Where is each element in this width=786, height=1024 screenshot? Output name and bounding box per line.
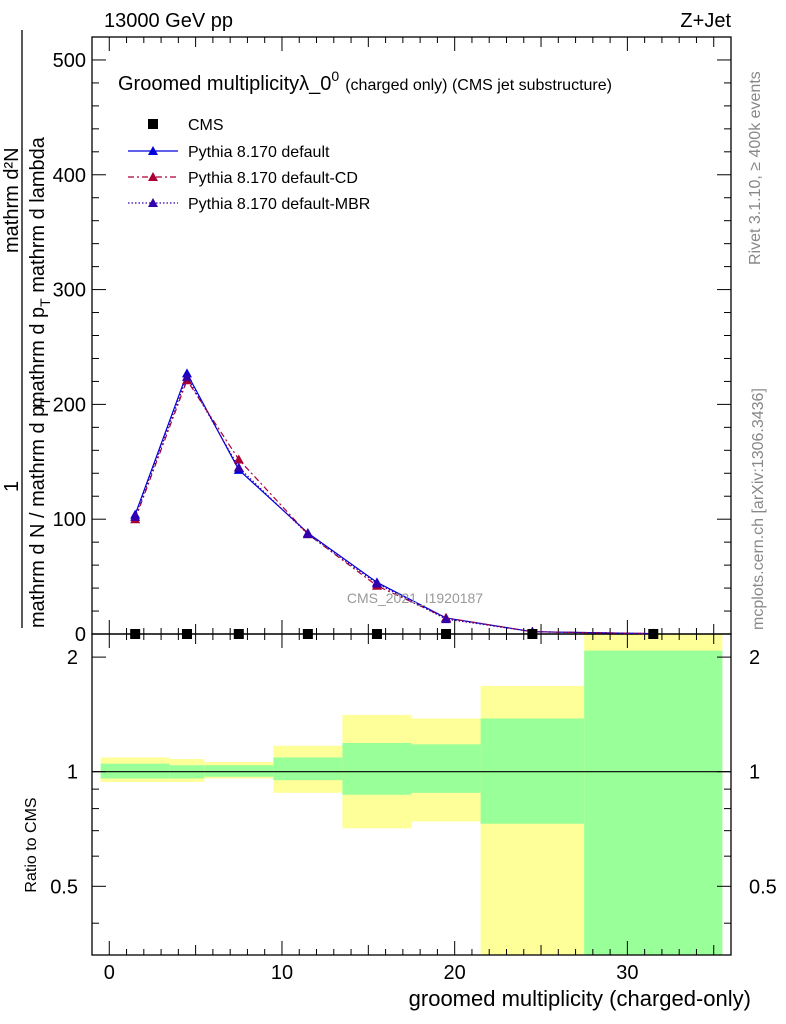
- cms-data-point: [302, 629, 313, 639]
- series-mbr-line: [134, 375, 654, 635]
- ylabel-den-text: mathrm d N / mathrm d p: [27, 406, 49, 628]
- x-axis-label: groomed multiplicity (charged-only): [409, 986, 751, 1011]
- top-ytick-label: 400: [53, 165, 86, 187]
- xtick-label: 10: [271, 962, 293, 984]
- ylabel-num-den: mathrm d pT mathrm d lambda: [27, 136, 53, 408]
- band-inner-2: [204, 765, 274, 777]
- cms-data-point: [181, 629, 192, 639]
- series-layer: [130, 368, 659, 639]
- top-ytick-label: 200: [53, 394, 86, 416]
- series-mbr-marker: [441, 614, 452, 624]
- top-ytick-label: 0: [75, 624, 86, 646]
- series-mbr-marker: [181, 371, 192, 381]
- ratio-ylabel: Ratio to CMS: [23, 797, 40, 892]
- channel-label: Z+Jet: [680, 10, 731, 32]
- ratio-axes: 0.5 0.51 12 20 10 20 30: [50, 633, 777, 984]
- legend: CMS Pythia 8.170 default Pythia 8.170 defa…: [128, 117, 370, 213]
- band-inner-4: [342, 742, 412, 795]
- series-mbr-marker: [371, 578, 382, 588]
- process-label: 13000 GeV pp: [104, 10, 233, 32]
- band-inner-5: [411, 744, 481, 793]
- ratio-ytick-label-right: 0.5: [749, 876, 777, 898]
- ylabel-num: mathrm d²N: [1, 147, 23, 253]
- ylabel-num-den-tail: mathrm d lambda: [27, 136, 49, 298]
- legend-marker-1: [148, 146, 158, 155]
- top-ylabel: 1 mathrm d N / mathrm d pT mathrm d²N ma…: [1, 30, 53, 628]
- band-inner-3: [273, 757, 343, 781]
- ylabel-num-den-sub: T: [37, 298, 53, 307]
- xtick-label: 30: [616, 962, 638, 984]
- series-mbr-marker: [302, 529, 313, 539]
- legend-label-3: Pythia 8.170 default-MBR: [188, 196, 370, 213]
- cms-data-point: [441, 629, 452, 639]
- analysis-watermark: CMS_2021_I1920187: [347, 590, 483, 606]
- xtick-label: 20: [444, 962, 466, 984]
- ylabel-den-sub: T: [37, 397, 53, 406]
- band-inner-6: [480, 718, 585, 824]
- ratio-ytick-label-right: 2: [749, 647, 760, 669]
- top-ytick-label: 300: [53, 280, 86, 302]
- band-inner-0: [100, 763, 170, 779]
- ratio-ytick-label-left: 0.5: [50, 876, 78, 898]
- title-sub: (charged only) (CMS jet substructure): [345, 77, 612, 94]
- plot-title: Groomed multiplicityλ_00 (charged only) (…: [118, 68, 612, 95]
- cms-data-point: [233, 629, 244, 639]
- ylabel-one: 1: [1, 481, 23, 492]
- legend-label-0: CMS: [188, 117, 224, 134]
- title-main: Groomed multiplicityλ_0: [118, 73, 331, 95]
- title-sup: 0: [331, 68, 339, 84]
- ratio-ytick-label-left: 1: [67, 762, 78, 784]
- legend-cms-marker: [148, 119, 158, 129]
- cms-data-point: [648, 629, 659, 639]
- top-ytick-label: 100: [53, 509, 86, 531]
- band-inner-7: [584, 650, 723, 955]
- ylabel-den: mathrm d N / mathrm d pT: [27, 397, 53, 628]
- mcplots-info: mcplots.cern.ch [arXiv:1306.3436]: [750, 388, 767, 630]
- top-ytick-label: 500: [53, 50, 86, 72]
- ratio-frame: [91, 633, 732, 956]
- series-mbr-marker: [130, 511, 141, 521]
- xtick-label: 0: [104, 962, 115, 984]
- legend-label-1: Pythia 8.170 default: [188, 144, 330, 161]
- series-mbr-marker: [233, 462, 244, 472]
- ratio-bands: [100, 634, 723, 955]
- legend-marker-2: [148, 172, 158, 181]
- cms-data-point: [527, 629, 538, 639]
- cms-data-point: [371, 629, 382, 639]
- ratio-ytick-label-right: 1: [749, 762, 760, 784]
- legend-label-2: Pythia 8.170 default-CD: [188, 170, 358, 187]
- rivet-info: Rivet 3.1.10, ≥ 400k events: [747, 71, 764, 265]
- legend-marker-3: [148, 198, 158, 207]
- ylabel-num-den-text: mathrm d p: [27, 307, 49, 408]
- series-cd-marker: [233, 454, 244, 464]
- ratio-ytick-label-left: 2: [67, 647, 78, 669]
- top-axes: 0 100 200 300 400 500: [53, 36, 732, 646]
- cms-data-point: [130, 629, 141, 639]
